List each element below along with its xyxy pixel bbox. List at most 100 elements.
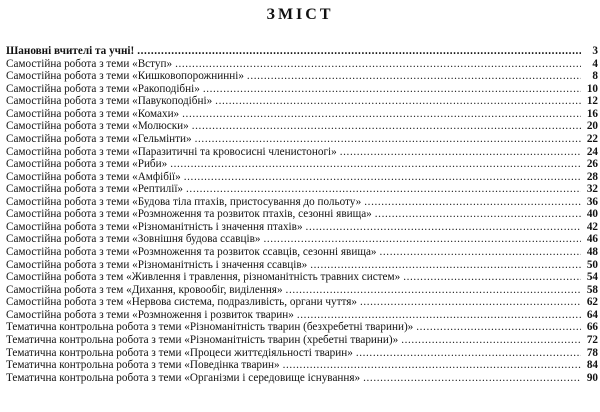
- toc-entry: Самостійна робота з теми «Різноманітніст…: [6, 259, 598, 272]
- toc-entry-page: 78: [586, 346, 598, 359]
- toc-entry: Самостійна робота з тем «Нервова система…: [6, 296, 598, 309]
- toc-entry-title: Самостійна робота з теми «Риби»: [6, 158, 168, 171]
- toc-entry-page: 20: [586, 120, 598, 133]
- toc-entry-title: Самостійна робота з теми «Комахи»: [6, 107, 180, 120]
- toc-entry: Самостійна робота з теми «Кишковопорожни…: [6, 70, 598, 83]
- toc-entry: Самостійна робота з теми «Будова тіла пт…: [6, 196, 598, 209]
- toc-entry: Самостійна робота з тем «Живлення і трав…: [6, 271, 598, 284]
- toc-entry-title: Самостійна робота з теми «Розмноження і …: [6, 308, 294, 321]
- toc-entry: Самостійна робота з теми «Ракоподібні» 10: [6, 83, 598, 96]
- dot-leader: [203, 83, 581, 96]
- toc-entry: Самостійна робота з тем «Дихання, кровоо…: [6, 284, 598, 297]
- toc-entry: Тематична контрольна робота з теми «Різн…: [6, 321, 598, 334]
- dot-leader: [170, 158, 581, 171]
- toc-entry: Самостійна робота з теми «Амфібії» 28: [6, 171, 598, 184]
- toc-entry-page: 32: [586, 183, 598, 196]
- dot-leader: [356, 347, 581, 360]
- toc-entry-page: 36: [586, 195, 598, 208]
- toc-entry-title: Самостійна робота з теми «Будова тіла пт…: [6, 195, 362, 208]
- toc-entry: Шановні вчителі та учні! 3: [6, 45, 598, 58]
- toc-entry: Самостійна робота з теми «Різноманітніст…: [6, 221, 598, 234]
- toc-entry-title: Самостійна робота з тем «Нервова система…: [6, 296, 357, 309]
- toc-entry-title: Тематична контрольна робота з теми «Різн…: [6, 333, 399, 346]
- toc-entry: Самостійна робота з теми «Молюски» 20: [6, 120, 598, 133]
- toc-entry-title: Самостійна робота з теми «Молюски»: [6, 120, 189, 133]
- toc-entry-page: 64: [586, 308, 598, 321]
- toc-entry-title: Тематична контрольна робота з теми «Орга…: [6, 371, 361, 384]
- dot-leader: [401, 334, 581, 347]
- toc-entry: Самостійна робота з теми «Паразитичні та…: [6, 146, 598, 159]
- toc-entry: Самостійна робота з теми «Зовнішня будов…: [6, 233, 598, 246]
- toc-entry-page: 22: [586, 132, 598, 145]
- toc-entry-title: Самостійна робота з теми «Ракоподібні»: [6, 82, 200, 95]
- toc-entry-page: 4: [592, 57, 598, 70]
- dot-leader: [364, 196, 581, 209]
- toc-entry: Самостійна робота з теми «Павукоподібні»…: [6, 95, 598, 108]
- toc-entry-title: Самостійна робота з теми «Рептилії»: [6, 183, 184, 196]
- dot-leader: [184, 171, 581, 184]
- dot-leader: [182, 108, 581, 121]
- dot-leader: [375, 208, 581, 221]
- toc-entry: Тематична контрольна робота з теми «Пове…: [6, 359, 598, 372]
- dot-leader: [192, 120, 581, 133]
- toc-entry-page: 62: [586, 296, 598, 309]
- dot-leader: [137, 45, 581, 58]
- toc-entry-title: Самостійна робота з тем «Живлення і трав…: [6, 271, 401, 284]
- toc-entry: Тематична контрольна робота з теми «Проц…: [6, 347, 598, 360]
- toc-entry-title: Шановні вчителі та учні!: [6, 45, 135, 57]
- dot-leader: [416, 321, 581, 334]
- toc-entry-title: Самостійна робота з теми «Розмноження та…: [6, 208, 372, 221]
- dot-leader: [247, 70, 581, 83]
- toc-entry: Самостійна робота з теми «Риби» 26: [6, 158, 598, 171]
- toc-entry-page: 58: [586, 283, 598, 296]
- toc-entry-page: 48: [586, 246, 598, 258]
- toc-entry-page: 12: [586, 95, 598, 108]
- toc-entry-page: 42: [586, 220, 598, 233]
- toc-entry-page: 10: [586, 82, 598, 95]
- toc-entry-title: Самостійна робота з теми «Гельмінти»: [6, 132, 192, 145]
- toc-entry-page: 84: [586, 359, 598, 372]
- toc-entry-page: 40: [586, 208, 598, 221]
- toc-entry-title: Самостійна робота з теми «Вступ»: [6, 57, 173, 70]
- toc-entry-page: 72: [586, 333, 598, 346]
- toc-entry: Самостійна робота з теми «Рептилії» 32: [6, 183, 598, 196]
- toc-entry-title: Самостійна робота з теми «Павукоподібні»: [6, 95, 213, 108]
- dot-leader: [380, 246, 581, 259]
- dot-leader: [403, 271, 581, 284]
- toc-entry-title: Самостійна робота з теми «Зовнішня будов…: [6, 233, 261, 246]
- toc-entry: Самостійна робота з теми «Розмноження та…: [6, 208, 598, 221]
- dot-leader: [186, 183, 581, 196]
- toc-entry-title: Самостійна робота з теми «Амфібії»: [6, 170, 181, 183]
- toc-entry-title: Тематична контрольна робота з теми «Різн…: [6, 321, 414, 334]
- toc-entry-title: Самостійна робота з теми «Кишковопорожни…: [6, 70, 244, 83]
- toc-entry-page: 66: [586, 321, 598, 334]
- dot-leader: [283, 359, 581, 372]
- toc-entry-title: Тематична контрольна робота з теми «Проц…: [6, 346, 353, 359]
- toc-entry-page: 50: [586, 258, 598, 271]
- toc-entry-page: 8: [592, 70, 598, 83]
- dot-leader: [340, 146, 581, 159]
- dot-leader: [360, 296, 581, 309]
- toc-entry-page: 54: [586, 271, 598, 284]
- dot-leader: [306, 221, 581, 234]
- toc-entry-page: 90: [586, 371, 598, 384]
- toc-entry-page: 46: [586, 233, 598, 246]
- toc-entry-page: 16: [586, 107, 598, 120]
- dot-leader: [263, 233, 581, 246]
- toc-entry: Самостійна робота з теми «Розмноження і …: [6, 309, 598, 322]
- toc-entry-title: Тематична контрольна робота з теми «Пове…: [6, 359, 280, 372]
- toc-entry-title: Самостійна робота з теми «Паразитичні та…: [6, 145, 337, 158]
- dot-leader: [297, 309, 581, 322]
- toc-entry-title: Самостійна робота з тем «Дихання, кровоо…: [6, 283, 283, 296]
- page-title: ЗМІСТ: [266, 6, 334, 23]
- dot-leader: [215, 95, 581, 108]
- toc-entry: Тематична контрольна робота з теми «Різн…: [6, 334, 598, 347]
- toc-entry: Самостійна робота з теми «Гельмінти» 22: [6, 133, 598, 146]
- toc-entry-title: Самостійна робота з теми «Різноманітніст…: [6, 220, 303, 233]
- toc-entry-title: Самостійна робота з теми «Різноманітніст…: [6, 258, 308, 271]
- toc-entry-page: 3: [592, 45, 598, 57]
- dot-leader: [286, 284, 581, 297]
- toc-entry: Самостійна робота з теми «Комахи» 16: [6, 108, 598, 121]
- toc-entry: Самостійна робота з теми «Вступ» 4: [6, 58, 598, 71]
